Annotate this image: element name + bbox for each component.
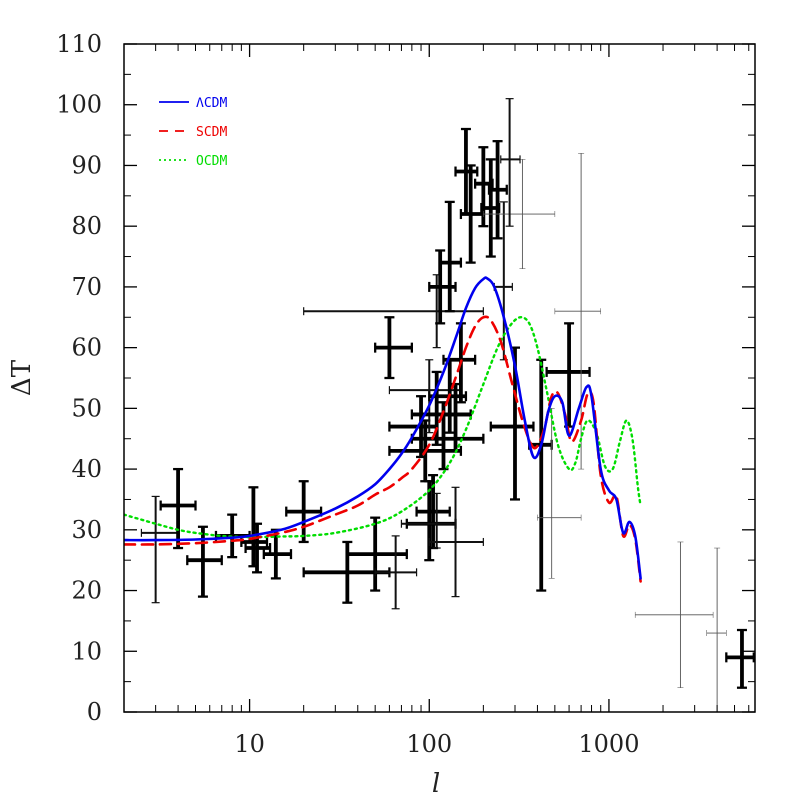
series-line-ocdm bbox=[124, 316, 642, 539]
data-point-34 bbox=[500, 98, 521, 227]
data-point-40 bbox=[634, 541, 714, 688]
data-point-37 bbox=[545, 322, 591, 428]
y-tick-label: 30 bbox=[71, 516, 102, 544]
legend-label-scdm: SCDM bbox=[196, 125, 227, 140]
data-point-10 bbox=[374, 535, 418, 610]
data-point-28 bbox=[459, 164, 485, 264]
y-tick-label: 90 bbox=[71, 151, 102, 179]
data-point-41 bbox=[706, 547, 727, 712]
data-point-13 bbox=[400, 492, 457, 549]
x-tick-label: 10 bbox=[234, 730, 265, 758]
data-point-35 bbox=[489, 346, 535, 501]
y-axis-title: ΔT bbox=[7, 359, 37, 396]
legend-label-λcdm: ΛCDM bbox=[196, 96, 227, 111]
data-point-18 bbox=[439, 200, 463, 313]
data-point-6 bbox=[262, 528, 293, 580]
data-point-38 bbox=[537, 408, 582, 579]
y-tick-label: 100 bbox=[56, 91, 102, 119]
data-point-9 bbox=[346, 516, 408, 592]
data-point-1 bbox=[159, 467, 197, 550]
y-tick-label: 20 bbox=[71, 577, 102, 605]
y-tick-label: 110 bbox=[56, 30, 102, 58]
data-point-31 bbox=[487, 140, 508, 240]
y-tick-label: 40 bbox=[71, 455, 102, 483]
x-axis-title: l bbox=[432, 769, 440, 797]
data-point-14 bbox=[428, 486, 484, 598]
x-tick-label: 100 bbox=[406, 730, 452, 758]
series-line-scdm bbox=[124, 315, 642, 583]
legend-label-ocdm: OCDM bbox=[196, 154, 227, 169]
data-point-30 bbox=[480, 158, 501, 258]
data-point-7 bbox=[285, 480, 323, 544]
y-tick-label: 10 bbox=[71, 637, 102, 665]
series-line-λcdm bbox=[124, 276, 642, 580]
data-point-42 bbox=[725, 628, 755, 689]
y-tick-label: 70 bbox=[71, 273, 102, 301]
data-point-33 bbox=[483, 159, 556, 269]
data-point-5 bbox=[244, 522, 272, 574]
plot-content bbox=[124, 98, 755, 712]
data-point-0 bbox=[140, 495, 179, 604]
y-tick-label: 60 bbox=[71, 334, 102, 362]
data-point-27 bbox=[454, 127, 479, 216]
legend: ΛCDM SCDM OCDM bbox=[159, 96, 227, 169]
axis-ticks: 0 10 20 30 40 50 60 70 80 90 100 110 10 100 1000 bbox=[56, 30, 755, 758]
y-tick-label: 50 bbox=[71, 394, 102, 422]
data-point-15 bbox=[374, 316, 413, 380]
plot-frame bbox=[123, 43, 756, 713]
y-tick-label: 80 bbox=[71, 212, 102, 240]
plot-area bbox=[124, 98, 755, 712]
x-tick-label: 1000 bbox=[578, 730, 639, 758]
y-tick-label: 0 bbox=[87, 698, 102, 726]
